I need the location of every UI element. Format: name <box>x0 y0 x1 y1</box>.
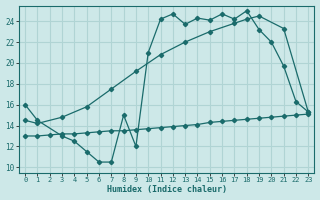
X-axis label: Humidex (Indice chaleur): Humidex (Indice chaleur) <box>107 185 227 194</box>
